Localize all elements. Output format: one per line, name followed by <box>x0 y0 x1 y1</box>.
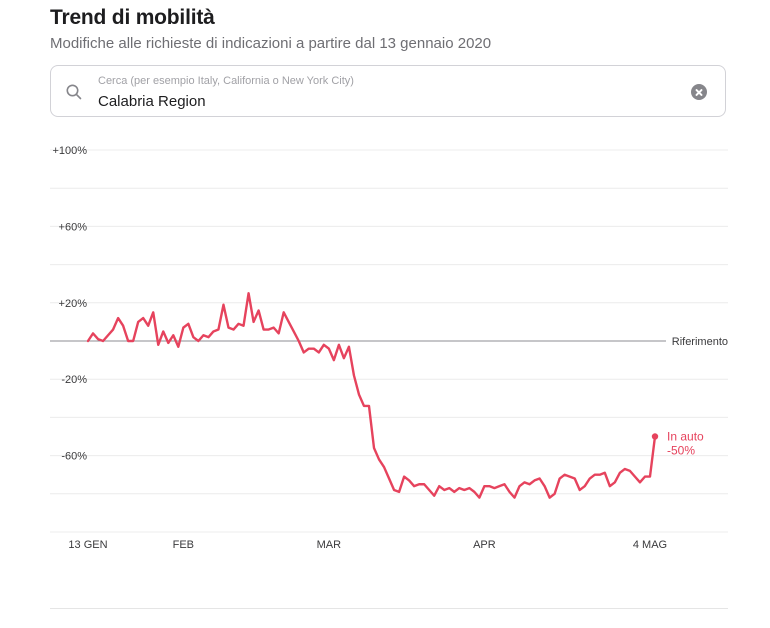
series-line-in-auto <box>86 292 657 499</box>
series-name-label: In auto <box>667 430 704 444</box>
clear-icon[interactable] <box>691 84 707 100</box>
baseline-label: Riferimento <box>672 336 728 348</box>
y-tick-label: +100% <box>52 145 87 157</box>
y-tick-label: +60% <box>59 221 88 233</box>
y-tick-label: +20% <box>59 298 88 310</box>
bottom-divider <box>50 608 728 609</box>
x-tick-label: 13 GEN <box>68 539 107 551</box>
series-end-value-label: -50% <box>667 444 695 458</box>
x-tick-label: APR <box>473 539 496 551</box>
page-subtitle: Modifiche alle richieste di indicazioni … <box>50 35 492 52</box>
search-icon <box>66 84 82 100</box>
x-tick-label: FEB <box>173 539 194 551</box>
x-tick-label: 4 MAG <box>633 539 667 551</box>
x-tick-label: MAR <box>317 539 342 551</box>
search-box[interactable]: Cerca (per esempio Italy, California o N… <box>50 65 726 117</box>
search-placeholder: Cerca (per esempio Italy, California o N… <box>98 75 354 87</box>
search-input[interactable] <box>98 93 658 110</box>
y-tick-label: -20% <box>61 374 87 386</box>
series-end-point <box>651 433 659 440</box>
page-title: Trend di mobilità <box>50 6 215 29</box>
y-tick-label: -60% <box>61 451 87 463</box>
